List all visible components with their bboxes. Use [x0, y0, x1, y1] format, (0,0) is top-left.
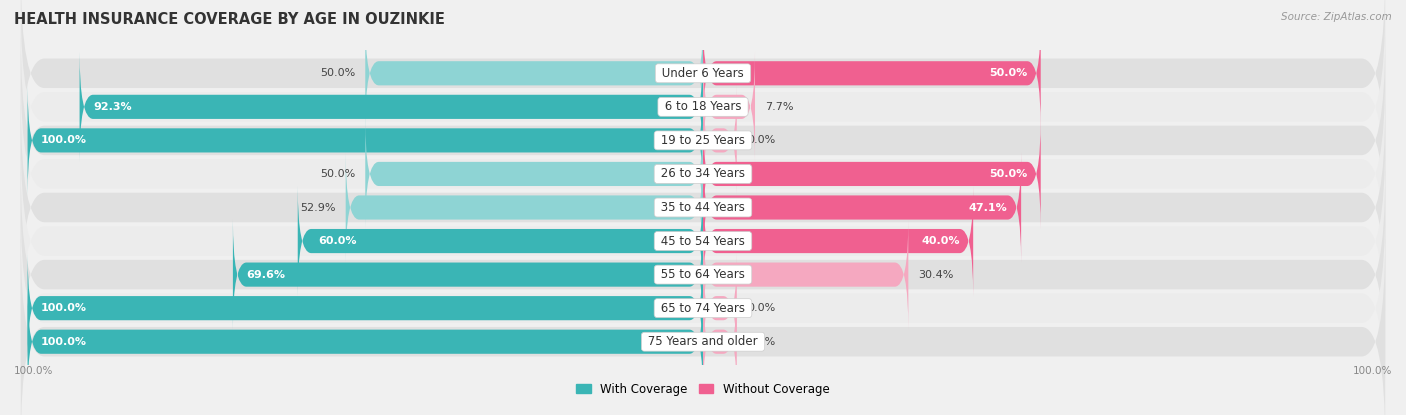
Text: 100.0%: 100.0% — [1353, 366, 1392, 376]
FancyBboxPatch shape — [21, 0, 1385, 176]
FancyBboxPatch shape — [703, 287, 737, 397]
Text: 0.0%: 0.0% — [747, 135, 775, 145]
FancyBboxPatch shape — [703, 85, 737, 195]
Text: 26 to 34 Years: 26 to 34 Years — [657, 167, 749, 181]
Text: 50.0%: 50.0% — [321, 169, 356, 179]
FancyBboxPatch shape — [346, 152, 703, 263]
FancyBboxPatch shape — [703, 253, 737, 363]
Text: 92.3%: 92.3% — [93, 102, 132, 112]
FancyBboxPatch shape — [21, 205, 1385, 411]
Text: 65 to 74 Years: 65 to 74 Years — [657, 302, 749, 315]
Text: Under 6 Years: Under 6 Years — [658, 67, 748, 80]
FancyBboxPatch shape — [21, 105, 1385, 310]
FancyBboxPatch shape — [21, 239, 1385, 415]
FancyBboxPatch shape — [703, 119, 1040, 229]
Text: 60.0%: 60.0% — [318, 236, 357, 246]
FancyBboxPatch shape — [28, 253, 703, 363]
FancyBboxPatch shape — [298, 186, 703, 296]
Text: 55 to 64 Years: 55 to 64 Years — [657, 268, 749, 281]
FancyBboxPatch shape — [28, 287, 703, 397]
FancyBboxPatch shape — [366, 119, 703, 229]
FancyBboxPatch shape — [80, 52, 703, 162]
Text: 100.0%: 100.0% — [41, 337, 87, 347]
Text: Source: ZipAtlas.com: Source: ZipAtlas.com — [1281, 12, 1392, 22]
Text: 50.0%: 50.0% — [321, 68, 356, 78]
Text: 19 to 25 Years: 19 to 25 Years — [657, 134, 749, 147]
FancyBboxPatch shape — [366, 18, 703, 128]
Text: 6 to 18 Years: 6 to 18 Years — [661, 100, 745, 113]
FancyBboxPatch shape — [21, 172, 1385, 377]
FancyBboxPatch shape — [21, 38, 1385, 243]
FancyBboxPatch shape — [21, 138, 1385, 344]
FancyBboxPatch shape — [703, 52, 755, 162]
Text: 40.0%: 40.0% — [921, 236, 960, 246]
Text: HEALTH INSURANCE COVERAGE BY AGE IN OUZINKIE: HEALTH INSURANCE COVERAGE BY AGE IN OUZI… — [14, 12, 444, 27]
Text: 50.0%: 50.0% — [988, 68, 1028, 78]
Text: 100.0%: 100.0% — [41, 303, 87, 313]
Text: 0.0%: 0.0% — [747, 337, 775, 347]
Text: 0.0%: 0.0% — [747, 303, 775, 313]
FancyBboxPatch shape — [233, 220, 703, 330]
Text: 45 to 54 Years: 45 to 54 Years — [657, 234, 749, 248]
Text: 52.9%: 52.9% — [299, 203, 336, 212]
FancyBboxPatch shape — [21, 4, 1385, 210]
Text: 100.0%: 100.0% — [41, 135, 87, 145]
Text: 30.4%: 30.4% — [918, 270, 953, 280]
Text: 100.0%: 100.0% — [14, 366, 53, 376]
Text: 7.7%: 7.7% — [765, 102, 793, 112]
FancyBboxPatch shape — [28, 85, 703, 195]
Text: 75 Years and older: 75 Years and older — [644, 335, 762, 348]
Text: 69.6%: 69.6% — [246, 270, 285, 280]
FancyBboxPatch shape — [21, 71, 1385, 277]
FancyBboxPatch shape — [703, 18, 1040, 128]
Text: 47.1%: 47.1% — [969, 203, 1008, 212]
Text: 50.0%: 50.0% — [988, 169, 1028, 179]
FancyBboxPatch shape — [703, 220, 908, 330]
Text: 35 to 44 Years: 35 to 44 Years — [657, 201, 749, 214]
Legend: With Coverage, Without Coverage: With Coverage, Without Coverage — [572, 378, 834, 400]
FancyBboxPatch shape — [703, 152, 1021, 263]
FancyBboxPatch shape — [703, 186, 973, 296]
